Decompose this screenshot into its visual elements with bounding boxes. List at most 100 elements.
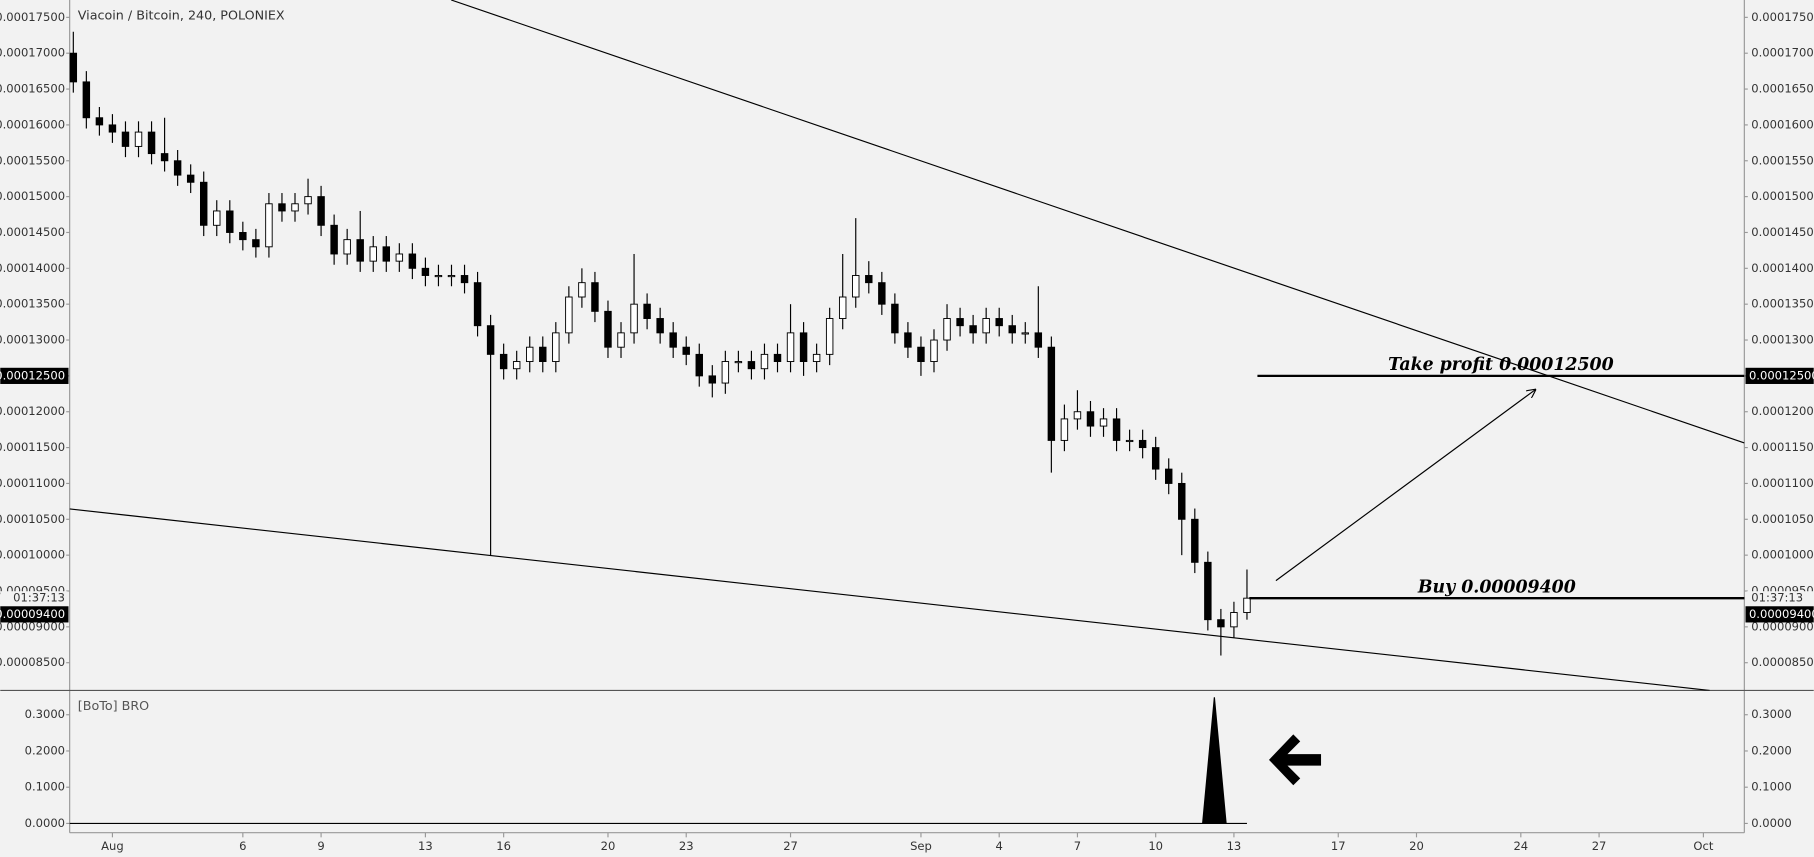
x-tick-label: Sep [910, 839, 932, 853]
y-tick-label: 0.00009000 [0, 619, 65, 633]
arrow-icon [1268, 734, 1322, 786]
candle-body [1073, 411, 1082, 420]
x-tick-label: 4 [996, 839, 1003, 853]
x-tick-label: 20 [1409, 839, 1424, 853]
y-tick-label: 0.00011000 [1751, 476, 1814, 490]
candle-body [721, 361, 730, 384]
candle-body [656, 318, 664, 334]
candle-body [499, 353, 508, 370]
y-tick-label: 0.00010500 [1751, 512, 1814, 526]
candle-body [852, 275, 860, 298]
candle-body [552, 332, 560, 363]
candle-body [760, 353, 769, 370]
candle-body [1204, 561, 1212, 621]
candle-body [421, 267, 430, 276]
target-arrow [1275, 390, 1535, 582]
candle-body [291, 203, 299, 212]
x-tick-label: 10 [1148, 839, 1163, 853]
candle-body [121, 131, 130, 147]
candle-body [434, 275, 443, 278]
x-tick-label: Oct [1693, 839, 1713, 853]
y-tick-label: 0.00015500 [1751, 153, 1814, 167]
x-tick-label: 27 [1592, 839, 1607, 853]
trendline [69, 508, 1710, 691]
x-tick-label: 27 [783, 839, 798, 853]
candle-body [1034, 332, 1043, 348]
y-tick-label: 0.3000 [25, 707, 65, 721]
candle-body [1165, 468, 1173, 484]
candle-body [643, 303, 651, 319]
y-tick-label: 0.00014000 [1751, 261, 1814, 275]
candle-body [1060, 418, 1069, 441]
candle-body [1086, 411, 1095, 427]
candle-body [799, 332, 808, 363]
candle-body [473, 282, 482, 327]
candle-body [1151, 447, 1160, 470]
y-tick-label: 0.2000 [25, 743, 65, 757]
candle-body [917, 346, 925, 363]
candle-body [682, 346, 690, 355]
y-tick-label: 0.0000 [25, 816, 65, 830]
candle-body [226, 210, 234, 233]
candle-body [565, 296, 573, 334]
candle-body [930, 339, 938, 363]
y-tick-label: 0.00017500 [1751, 10, 1814, 24]
candle-body [95, 117, 104, 126]
countdown: 01:37:13 [1751, 591, 1803, 605]
y-tick-label: 0.00015500 [0, 153, 65, 167]
x-tick-label: 9 [317, 839, 324, 853]
x-tick-label: 17 [1331, 839, 1346, 853]
level-label: Buy 0.00009400 [1417, 577, 1576, 597]
x-tick-label: 24 [1513, 839, 1528, 853]
candle-body [773, 353, 782, 363]
plot-area [69, 0, 1745, 691]
candle-body [213, 210, 221, 226]
price-label-box [1745, 367, 1814, 384]
y-tick-label: 0.1000 [1751, 780, 1791, 794]
indicator-area [69, 697, 1247, 825]
candle-body [786, 332, 795, 363]
candle-body [317, 196, 325, 226]
y-tick-label: 0.00008500 [1751, 655, 1814, 669]
y-tick-label: 0.00015000 [1751, 189, 1814, 203]
candle-body [734, 361, 743, 364]
candle-body [199, 181, 208, 226]
price-label: 0.00009400 [0, 607, 65, 621]
candle-body [239, 232, 247, 241]
price-label: 0.00012500 [1749, 368, 1814, 382]
countdown: 01:37:13 [13, 591, 65, 605]
candle-body [69, 52, 78, 83]
y-tick-label: 0.00015000 [0, 189, 65, 203]
y-tick-label: 0.00010500 [0, 512, 65, 526]
y-tick-label: 0.00013500 [1751, 297, 1814, 311]
candle-body [382, 246, 391, 262]
price-label-box [1745, 606, 1814, 623]
level-label: Take profit 0.00012500 [1388, 355, 1614, 375]
candle-body [173, 160, 182, 176]
candle-body [1021, 332, 1030, 335]
candle-body [186, 174, 195, 183]
y-tick-label: 0.00014500 [0, 225, 65, 239]
candle-body [1047, 346, 1056, 441]
x-tick-label: Aug [101, 839, 124, 853]
y-tick-label: 0.1000 [25, 780, 65, 794]
candle-body [1008, 325, 1016, 334]
x-tick-label: 6 [239, 839, 246, 853]
candle-body [1217, 619, 1225, 628]
candle-body [865, 275, 873, 284]
candle-body [512, 361, 521, 370]
candle-body [369, 246, 377, 262]
candle-body [1125, 439, 1134, 443]
candle-body [486, 325, 495, 355]
candle-body [838, 296, 847, 319]
y-tick-label: 0.00011500 [1751, 440, 1814, 454]
candle-body [1178, 482, 1186, 520]
candle-body [304, 196, 312, 205]
price-label-box [0, 367, 69, 384]
candle-body [395, 253, 404, 262]
x-tick-label: 13 [418, 839, 433, 853]
candle-body [134, 131, 143, 147]
candle-body [408, 253, 417, 269]
candle-body [995, 318, 1003, 327]
